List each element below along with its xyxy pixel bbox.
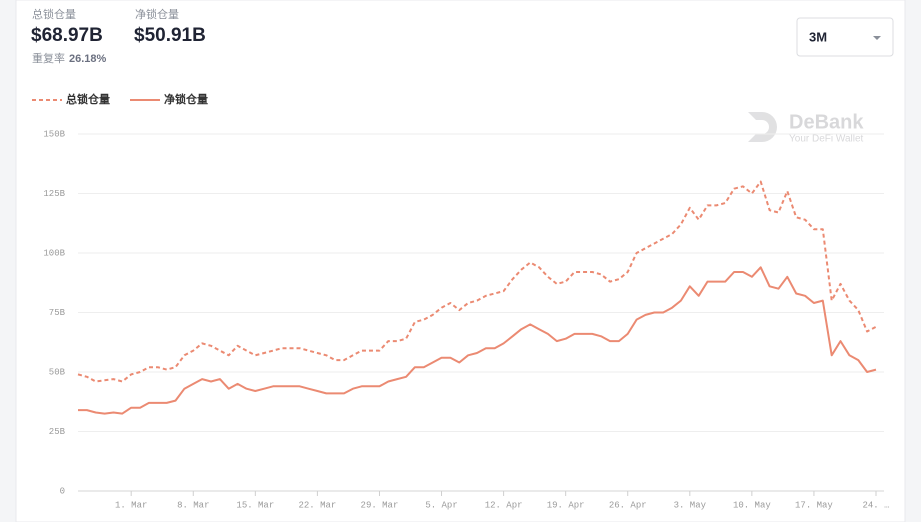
x-tick-label: 15. Mar <box>236 500 274 510</box>
card <box>15 0 906 522</box>
stat-value: $68.97B <box>31 25 103 46</box>
stat-label: 总锁仓量 <box>32 7 76 21</box>
x-tick-label: 8. Mar <box>177 500 209 510</box>
x-tick-label: 17. May <box>795 500 833 510</box>
x-tick-label: 5. Apr <box>425 500 457 510</box>
range-dropdown[interactable]: 3M <box>796 17 894 57</box>
ratio-value: 26.18% <box>69 53 107 65</box>
y-tick-label: 25B <box>49 427 66 437</box>
watermark-tagline: Your DeFi Wallet <box>789 134 864 145</box>
legend-label: 净锁仓量 <box>164 92 208 106</box>
watermark-name: DeBank <box>789 111 864 133</box>
y-tick-label: 150B <box>43 129 65 139</box>
dropdown-value[interactable]: 3M <box>809 29 827 44</box>
x-tick-label: 24. … <box>862 500 889 510</box>
x-tick-label: 3. May <box>674 500 707 510</box>
series-line <box>78 266 877 415</box>
stat-value: $50.91B <box>134 25 206 46</box>
dropdown-box[interactable] <box>796 17 894 57</box>
series-line <box>77 180 877 383</box>
x-tick-label: 19. Apr <box>547 500 585 510</box>
y-tick-label: 50B <box>49 367 66 377</box>
y-tick-label: 0 <box>60 486 65 496</box>
legend-label: 总锁仓量 <box>66 92 110 106</box>
x-tick-label: 29. Mar <box>361 500 399 510</box>
stat-label: 净锁仓量 <box>135 7 179 21</box>
y-tick-label: 100B <box>43 248 65 258</box>
x-tick-label: 22. Mar <box>298 500 336 510</box>
y-tick-label: 125B <box>43 189 65 199</box>
ratio-label: 重复率 <box>32 51 65 65</box>
x-tick-label: 12. Apr <box>485 500 523 510</box>
y-tick-label: 75B <box>49 308 66 318</box>
dropdown-arrow[interactable] <box>873 36 881 40</box>
x-tick-label: 10. May <box>733 500 771 510</box>
x-tick-label: 1. Mar <box>115 500 147 510</box>
x-tick-label: 26. Apr <box>609 500 647 510</box>
